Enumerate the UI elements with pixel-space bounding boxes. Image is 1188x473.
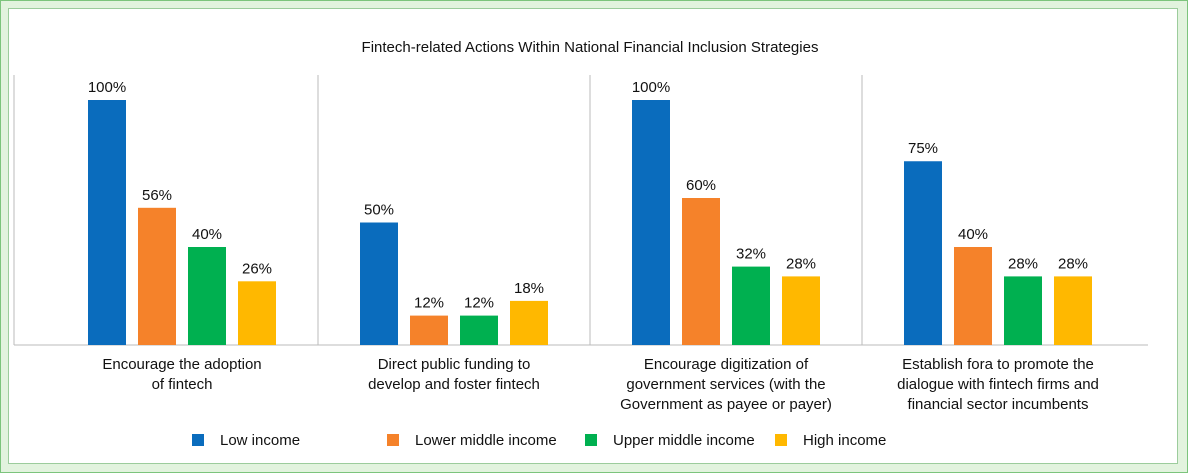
bar: [138, 207, 176, 345]
value-label: 18%: [514, 280, 544, 297]
bar: [460, 315, 498, 345]
x-tick-label: Encourage digitization of government ser…: [620, 356, 832, 413]
legend-swatch: [192, 434, 204, 446]
bar: [188, 247, 226, 345]
bar: [904, 161, 942, 345]
chart-title: Fintech-related Actions Within National …: [362, 39, 819, 56]
bar: [682, 198, 720, 345]
bar: [238, 281, 276, 345]
bar: [360, 222, 398, 345]
value-label: 75%: [908, 140, 938, 157]
legend-swatch: [585, 434, 597, 446]
x-tick-label: Encourage the adoption of fintech: [102, 356, 262, 393]
value-label: 28%: [1008, 255, 1038, 272]
value-label: 40%: [192, 226, 222, 243]
value-label: 100%: [632, 79, 670, 96]
bar: [782, 276, 820, 345]
value-label: 60%: [686, 177, 716, 194]
value-label: 26%: [242, 260, 272, 277]
bar: [88, 100, 126, 345]
value-label: 50%: [364, 201, 394, 218]
x-tick-label: Direct public funding to develop and fos…: [368, 356, 540, 393]
legend-label: Low income: [220, 432, 300, 449]
legend-label: Lower middle income: [415, 432, 557, 449]
value-label: 56%: [142, 187, 172, 204]
bar: [510, 300, 548, 345]
value-label: 28%: [1058, 255, 1088, 272]
value-label: 28%: [786, 255, 816, 272]
value-label: 12%: [464, 295, 494, 312]
legend-label: High income: [803, 432, 886, 449]
bar: [1004, 276, 1042, 345]
legend-swatch: [387, 434, 399, 446]
value-label: 100%: [88, 79, 126, 96]
x-tick-label: Establish fora to promote the dialogue w…: [897, 356, 1099, 413]
bar: [732, 266, 770, 345]
legend-label: Upper middle income: [613, 432, 755, 449]
value-label: 12%: [414, 295, 444, 312]
bar: [632, 100, 670, 345]
value-label: 32%: [736, 246, 766, 263]
legend-swatch: [775, 434, 787, 446]
bar: [954, 247, 992, 345]
panel: [8, 8, 1178, 464]
bar: [1054, 276, 1092, 345]
bar: [410, 315, 448, 345]
value-label: 40%: [958, 226, 988, 243]
